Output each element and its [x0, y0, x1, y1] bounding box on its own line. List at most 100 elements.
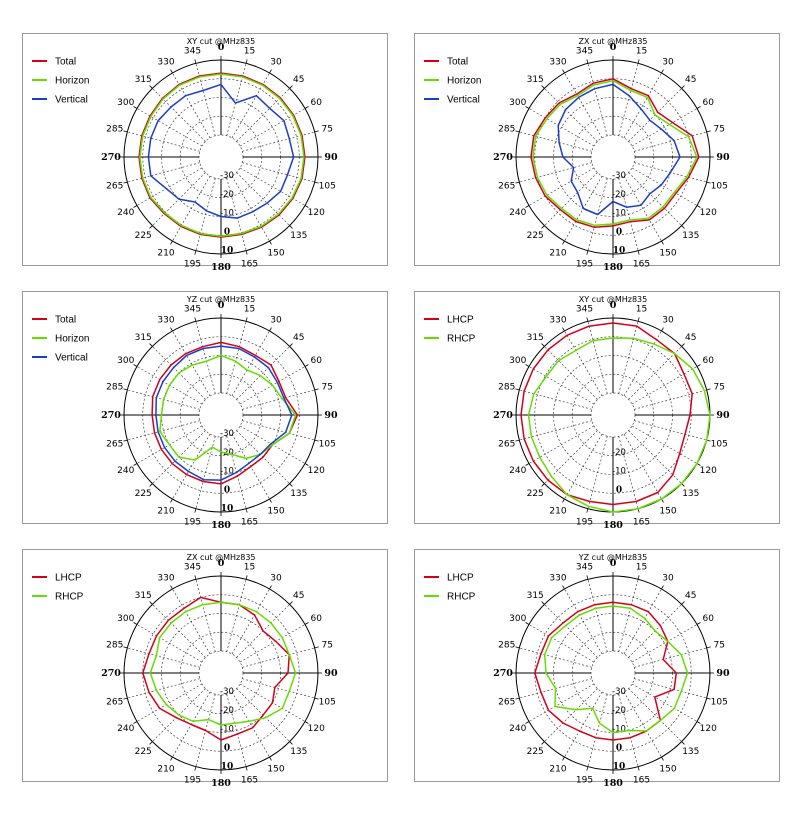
angle-tick-label: 120 [308, 208, 325, 218]
angle-tick-mark [289, 483, 293, 487]
angle-tick-mark [314, 181, 319, 184]
angle-tick-label: 75 [322, 641, 333, 651]
angle-tick-mark [314, 439, 319, 442]
angle-tick-mark [269, 69, 272, 74]
polar-chart-xy-total: XY cut @MHz835 0 15 30 45 60 75 90 105 120 135 150 1… [22, 33, 388, 273]
angle-tick-label: 225 [135, 231, 152, 241]
grid-spoke [631, 624, 698, 663]
angle-tick-label: 270 [101, 410, 121, 421]
angle-tick-label: 60 [703, 356, 715, 366]
grid-spoke [172, 588, 211, 655]
angle-tick-label: 270 [101, 668, 121, 679]
angle-tick-label: 315 [135, 591, 152, 601]
angle-tick-label: 300 [509, 356, 526, 366]
grid-spoke [544, 688, 598, 742]
angle-tick-mark [133, 364, 138, 367]
grid-spoke [242, 162, 315, 183]
angle-tick-mark [681, 85, 685, 89]
angle-tick-label: 30 [270, 58, 282, 68]
grid-spoke [618, 436, 639, 509]
legend: LHCP RHCP [32, 573, 84, 603]
grid-spoke [623, 175, 662, 242]
radial-tick-label: -30 [612, 687, 626, 697]
grid-spoke [231, 330, 270, 397]
angle-tick-mark [661, 69, 664, 74]
angle-tick-label: 165 [241, 775, 258, 785]
angle-tick-label: 150 [267, 248, 284, 258]
angle-tick-mark [123, 181, 128, 184]
angle-tick-label: 135 [290, 489, 307, 499]
angle-tick-label: 120 [308, 466, 325, 476]
grid-spoke [631, 167, 698, 206]
angle-tick-label: 15 [244, 47, 255, 57]
series-line-vertical [147, 83, 295, 219]
grid-spoke [231, 588, 270, 655]
grid-spoke [242, 420, 315, 441]
polar-grid [512, 314, 714, 516]
angle-tick-mark [525, 364, 530, 367]
grid-spoke [172, 72, 211, 139]
angle-tick-mark [149, 483, 153, 487]
grid-spoke [587, 63, 608, 136]
legend-label: Total [55, 315, 76, 326]
angle-tick-mark [661, 327, 664, 332]
angle-tick-label: 120 [700, 466, 717, 476]
angle-tick-label: 120 [700, 724, 717, 734]
angle-tick-label: 120 [700, 208, 717, 218]
grid-spoke [127, 131, 200, 152]
radial-tick-label: 0 [616, 485, 622, 495]
angle-tick-label: 45 [293, 591, 304, 601]
angle-tick-mark [289, 741, 293, 745]
angle-tick-label: 0 [218, 300, 225, 311]
angle-tick-label: 105 [711, 439, 728, 449]
angle-tick-label: 345 [184, 305, 201, 315]
angle-tick-label: 210 [549, 764, 566, 774]
legend-label: Horizon [55, 76, 89, 87]
grid-spoke [631, 425, 698, 464]
grid-spoke [544, 604, 598, 658]
angle-tick-mark [562, 327, 565, 332]
angle-tick-label: 345 [184, 563, 201, 573]
legend-label: Vertical [447, 95, 480, 106]
angle-tick-mark [637, 575, 640, 580]
grid-spoke [628, 172, 682, 226]
angle-tick-mark [661, 756, 664, 761]
polar-grid [120, 314, 322, 516]
series-line-lhcp [534, 601, 678, 741]
angle-tick-label: 240 [509, 466, 526, 476]
series-line-lhcp [520, 322, 693, 506]
angle-tick-mark [170, 69, 173, 74]
radial-tick-label: -30 [220, 687, 234, 697]
angle-tick-label: 300 [509, 98, 526, 108]
grid-spoke [231, 691, 270, 758]
grid-spoke [127, 420, 200, 441]
grid-spoke [195, 63, 216, 136]
angle-tick-mark [304, 364, 309, 367]
angle-tick-mark [706, 697, 711, 700]
polar-chart-zx-total: ZX cut @MHz835 0 15 30 45 60 75 90 105 120 135 150 1… [414, 33, 780, 273]
angle-tick-mark [637, 766, 640, 771]
angle-tick-label: 150 [267, 506, 284, 516]
grid-spoke [623, 72, 662, 139]
angle-tick-label: 135 [682, 747, 699, 757]
grid-spoke [242, 131, 315, 152]
angle-tick-label: 45 [293, 333, 304, 343]
angle-tick-mark [194, 575, 197, 580]
grid-spoke [544, 430, 598, 484]
angle-tick-mark [269, 585, 272, 590]
grid-spoke [623, 691, 662, 758]
angle-tick-label: 315 [527, 333, 544, 343]
angle-tick-label: 165 [633, 259, 650, 269]
angle-tick-mark [269, 327, 272, 332]
series-line-total [530, 78, 700, 228]
angle-tick-mark [245, 317, 248, 322]
angle-tick-label: 330 [157, 58, 174, 68]
angle-tick-label: 165 [241, 259, 258, 269]
grid-ring [590, 392, 636, 438]
radial-tick-label: -20 [220, 706, 234, 716]
angle-tick-mark [289, 225, 293, 229]
legend-label: LHCP [447, 315, 474, 326]
series-line-vertical [155, 345, 293, 481]
grid-spoke [631, 108, 698, 147]
